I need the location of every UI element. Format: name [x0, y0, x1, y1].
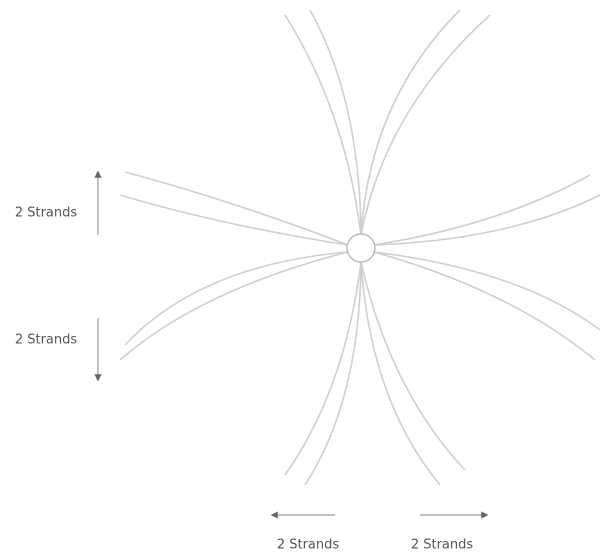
strand — [284, 261, 362, 476]
strand — [360, 261, 441, 486]
center-ring — [346, 233, 376, 263]
strand — [360, 14, 491, 236]
label: 2 Strands — [15, 206, 78, 221]
strand — [360, 261, 466, 471]
strand — [373, 174, 591, 246]
strand — [373, 194, 601, 246]
strand — [119, 251, 349, 361]
strand — [373, 251, 601, 331]
strand — [124, 251, 349, 346]
label: 2 Strands — [277, 538, 340, 552]
strand — [309, 9, 362, 236]
label: 2 Strands — [15, 333, 78, 348]
strands — [119, 9, 601, 486]
strand — [119, 194, 349, 246]
strand — [124, 171, 349, 246]
strand — [360, 9, 461, 236]
strand — [284, 14, 362, 236]
strand — [304, 261, 362, 486]
strand — [373, 251, 596, 361]
label: 2 Strands — [411, 538, 474, 552]
